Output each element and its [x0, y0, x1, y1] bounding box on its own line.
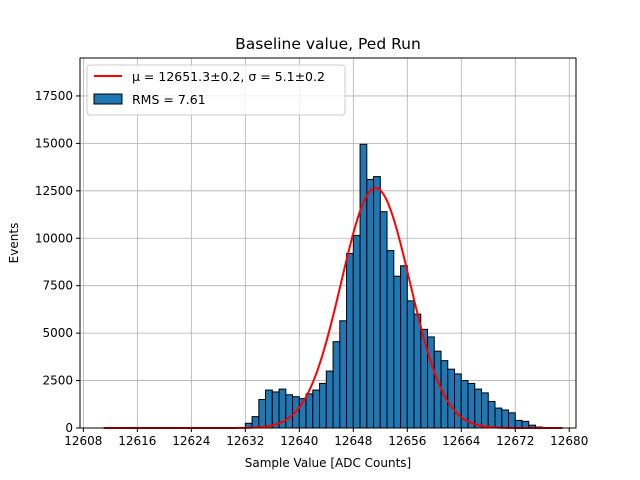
legend-fit-label: μ = 12651.3±0.2, σ = 5.1±0.2	[132, 69, 325, 84]
histogram-bar	[474, 388, 483, 429]
x-tick-label: 12656	[388, 434, 426, 448]
histogram-bar	[393, 275, 402, 429]
histogram-bar	[514, 419, 523, 429]
histogram-bar	[487, 400, 496, 429]
x-tick-label: 12632	[226, 434, 264, 448]
x-tick-label: 12672	[496, 434, 534, 448]
histogram-bar	[406, 300, 415, 429]
y-tick-label: 15000	[35, 136, 73, 150]
plot-area-frame	[79, 57, 577, 429]
x-tick-label: 12680	[550, 434, 588, 448]
y-tick-label: 2500	[42, 374, 73, 388]
x-axis-label: Sample Value [ADC Counts]	[245, 456, 411, 470]
y-tick-label: 10000	[35, 231, 73, 245]
histogram-bar	[400, 265, 408, 429]
y-axis-ticks: 0 2500 5000 7500 10000 12500 15000 17500	[35, 89, 80, 435]
x-axis-ticks: 12608 12616 12624 12632 12640 12648 12656 12664…	[64, 428, 588, 448]
histogram-bar	[454, 373, 462, 429]
histogram-bar	[339, 320, 348, 429]
histogram-bar	[312, 389, 321, 429]
histogram-bar	[508, 412, 516, 429]
legend-hist-swatch	[93, 93, 123, 105]
legend: μ = 12651.3±0.2, σ = 5.1±0.2 RMS = 7.61	[86, 64, 346, 116]
histogram-bar	[265, 389, 273, 429]
histogram-bar	[258, 399, 267, 429]
legend-box	[86, 64, 346, 116]
histogram-bar	[433, 350, 442, 429]
histogram-bar	[494, 407, 503, 429]
histogram-bars	[244, 143, 543, 429]
y-tick-label: 12500	[35, 184, 73, 198]
y-axis-label: Events	[7, 223, 21, 264]
histogram-bar	[386, 250, 395, 429]
histogram-bar	[325, 370, 334, 429]
histogram-bar	[413, 313, 422, 429]
histogram-bar	[366, 178, 375, 429]
histogram-bar	[319, 382, 327, 429]
chart-title: Baseline value, Ped Run	[235, 35, 421, 53]
histogram-bar	[501, 409, 510, 429]
legend-hist-label: RMS = 7.61	[132, 92, 206, 107]
histogram-bar	[352, 234, 361, 429]
histogram-bar	[481, 392, 489, 429]
x-tick-label: 12648	[334, 434, 372, 448]
x-tick-label: 12616	[118, 434, 156, 448]
histogram-bar	[359, 143, 368, 429]
histogram-bar	[285, 394, 294, 429]
y-tick-label: 7500	[42, 279, 73, 293]
y-tick-label: 17500	[35, 89, 73, 103]
x-tick-label: 12664	[442, 434, 480, 448]
histogram-bar	[251, 416, 260, 429]
y-tick-label: 5000	[42, 326, 73, 340]
histogram-bar	[346, 252, 354, 429]
histogram-bar	[447, 368, 456, 429]
histogram-bar	[305, 393, 314, 429]
x-tick-label: 12624	[172, 434, 210, 448]
histogram-bar	[373, 176, 381, 429]
histogram-bar	[271, 391, 280, 429]
histogram-bar	[427, 336, 435, 429]
x-tick-label: 12640	[280, 434, 318, 448]
x-tick-label: 12608	[64, 434, 102, 448]
histogram-bar	[379, 211, 388, 429]
y-tick-label: 0	[65, 421, 73, 435]
histogram-bar	[332, 341, 341, 429]
